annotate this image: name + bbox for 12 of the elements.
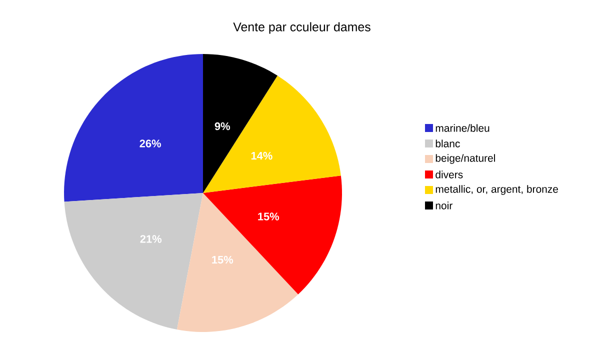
chart-title: Vente par cculeur dames xyxy=(233,22,370,34)
data-label: 15% xyxy=(212,256,234,264)
data-label: 15% xyxy=(258,212,280,220)
legend-label: noir xyxy=(436,202,452,210)
legend-label: metallic, or, argent, bronze xyxy=(436,185,558,195)
legend-label: marine/bleu xyxy=(436,124,490,132)
data-label: 9% xyxy=(214,122,230,130)
legend-label: blanc xyxy=(436,140,460,148)
legend-label: divers xyxy=(436,170,463,178)
data-label: 26% xyxy=(140,140,161,148)
legend-label: beige/naturel xyxy=(436,154,495,164)
data-label: 14% xyxy=(251,152,272,160)
